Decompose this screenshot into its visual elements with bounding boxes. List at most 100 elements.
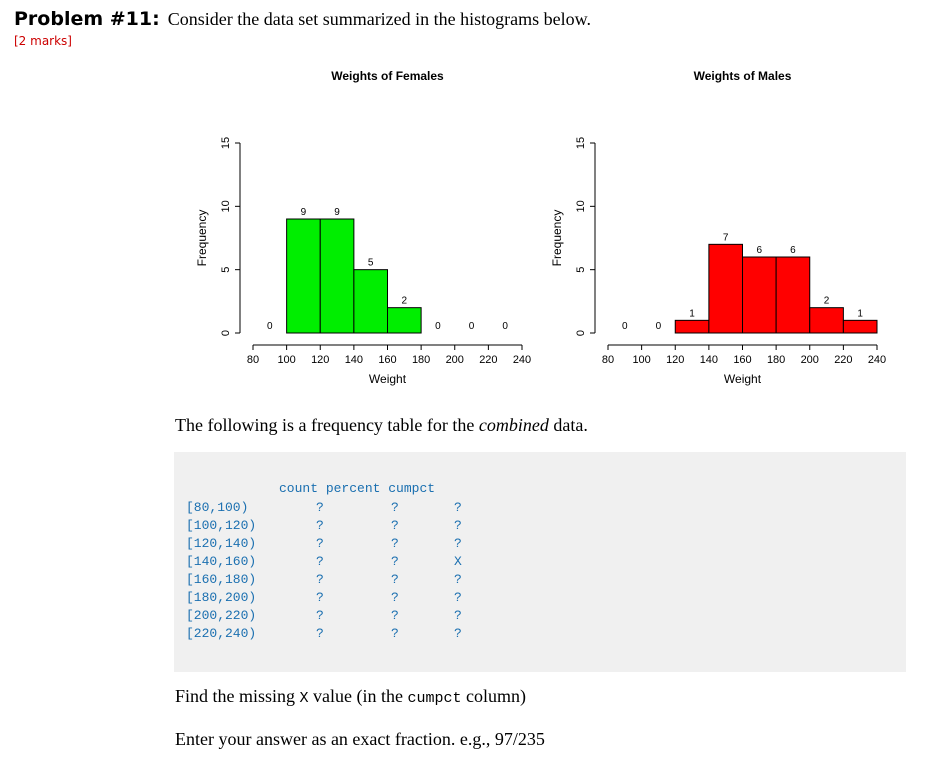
y-tick-label: 0 <box>575 330 587 336</box>
row-count: ? <box>316 626 324 641</box>
x-tick-label: 200 <box>446 354 464 366</box>
row-cumpct: ? <box>454 590 462 605</box>
histogram-bar <box>809 307 844 334</box>
histogram-bar <box>842 319 878 334</box>
row-percent: ? <box>391 518 399 533</box>
x-tick-label: 140 <box>345 354 363 366</box>
x-tick-label: 140 <box>700 354 718 366</box>
y-axis-label: Frequency <box>195 210 209 267</box>
header-count: count <box>279 481 319 496</box>
x-tick-label: 240 <box>868 354 886 366</box>
bar-label: 0 <box>622 321 628 332</box>
bar-label: 0 <box>656 321 662 332</box>
bar-label: 0 <box>267 321 273 332</box>
question-code-x: X <box>299 690 309 707</box>
bar-label: 9 <box>334 207 340 218</box>
row-count: ? <box>316 590 324 605</box>
row-percent: ? <box>391 626 399 641</box>
table-intro: The following is a frequency table for t… <box>175 415 588 436</box>
marks-label: [2 marks] <box>14 34 72 48</box>
bar-label: 9 <box>301 207 307 218</box>
row-count: ? <box>316 518 324 533</box>
intro-emphasis: combined <box>478 415 549 435</box>
y-tick-label: 10 <box>220 200 232 212</box>
table-header: count percent cumpct <box>279 481 435 496</box>
row-interval: [160,180) <box>186 572 257 587</box>
y-tick-label: 15 <box>220 137 232 149</box>
row-interval: [80,100) <box>186 500 249 515</box>
x-tick-label: 160 <box>378 354 396 366</box>
intro-text-before: The following is a frequency table for t… <box>175 415 479 435</box>
x-tick-label: 180 <box>412 354 430 366</box>
x-tick-label: 120 <box>311 354 329 366</box>
row-cumpct: ? <box>454 608 462 623</box>
x-tick-label: 100 <box>277 354 295 366</box>
y-tick-label: 0 <box>220 330 232 336</box>
problem-text: Consider the data set summarized in the … <box>167 9 591 29</box>
row-cumpct: ? <box>454 500 462 515</box>
row-count: ? <box>316 572 324 587</box>
row-count: ? <box>316 536 324 551</box>
histogram-bar <box>708 243 743 334</box>
histogram-bar <box>353 269 388 334</box>
y-tick-label: 5 <box>220 267 232 273</box>
row-percent: ? <box>391 590 399 605</box>
bar-label: 2 <box>824 296 830 307</box>
x-tick-label: 200 <box>801 354 819 366</box>
row-cumpct: ? <box>454 572 462 587</box>
x-tick-label: 240 <box>513 354 531 366</box>
histogram-bar <box>742 256 777 334</box>
x-axis-label: Weight <box>724 372 762 386</box>
histogram-bar <box>775 256 811 334</box>
answer-prompt: Enter your answer as an exact fraction. … <box>175 729 545 749</box>
row-count: ? <box>316 500 324 515</box>
question-part2: value (in the <box>308 686 408 706</box>
bar-label: 0 <box>435 321 441 332</box>
bar-label: 5 <box>368 258 374 269</box>
row-percent: ? <box>391 608 399 623</box>
header-percent: percent <box>325 481 381 496</box>
problem-header: Problem #11: Consider the data set summa… <box>14 8 591 30</box>
row-cumpct: ? <box>454 626 462 641</box>
row-percent: ? <box>391 536 399 551</box>
row-cumpct: ? <box>454 536 462 551</box>
chart-title: Weights of Males <box>694 69 792 83</box>
bar-label: 1 <box>689 308 695 319</box>
x-tick-label: 220 <box>479 354 497 366</box>
row-interval: [180,200) <box>186 590 257 605</box>
histogram-bar <box>319 218 355 334</box>
row-interval: [100,120) <box>186 518 257 533</box>
question-code-cumpct: cumpct <box>407 690 462 707</box>
x-tick-label: 120 <box>666 354 684 366</box>
row-count: ? <box>316 554 324 569</box>
row-percent: ? <box>391 500 399 515</box>
row-interval: [120,140) <box>186 536 257 551</box>
bar-label: 6 <box>757 245 763 256</box>
x-tick-label: 80 <box>247 354 259 366</box>
frequency-table: count percent cumpct [80,100)??? [100,120… <box>174 452 906 672</box>
problem-title: Problem #11: <box>14 8 160 30</box>
bar-label: 2 <box>402 296 408 307</box>
bar-label: 0 <box>502 321 508 332</box>
row-interval: [200,220) <box>186 608 257 623</box>
y-tick-label: 15 <box>575 137 587 149</box>
row-interval: [220,240) <box>186 626 257 641</box>
intro-text-after: data. <box>548 415 588 435</box>
y-tick-label: 10 <box>575 200 587 212</box>
row-cumpct: X <box>454 554 462 569</box>
header-cumpct: cumpct <box>388 481 436 496</box>
row-percent: ? <box>391 554 399 569</box>
row-count: ? <box>316 608 324 623</box>
question-text: Find the missing X value (in the cumpct … <box>175 686 526 707</box>
x-tick-label: 180 <box>767 354 785 366</box>
x-tick-label: 100 <box>632 354 650 366</box>
row-percent: ? <box>391 572 399 587</box>
row-interval: [140,160) <box>186 554 257 569</box>
bar-label: 6 <box>790 245 796 256</box>
x-axis-label: Weight <box>369 372 407 386</box>
histogram-bar <box>674 319 710 334</box>
chart-title: Weights of Females <box>331 69 444 83</box>
histogram-bar <box>387 307 422 334</box>
